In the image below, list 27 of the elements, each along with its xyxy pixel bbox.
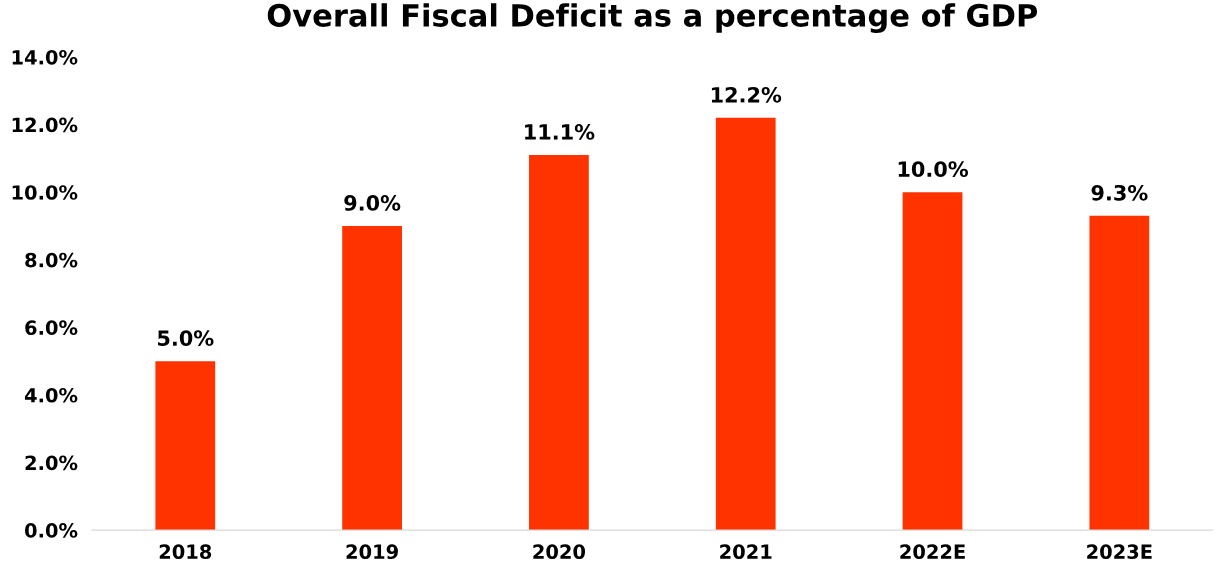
data-label: 9.0%	[344, 195, 401, 211]
y-tick-label: 8.0%	[25, 252, 78, 268]
bar	[902, 192, 963, 531]
bar	[529, 155, 589, 531]
x-tick-label: 2023E	[1087, 544, 1152, 560]
x-tick-label: 2021	[720, 544, 772, 560]
y-tick-label: 14.0%	[12, 49, 78, 65]
data-label: 12.2%	[711, 86, 782, 103]
x-tick-label: 2018	[159, 544, 212, 560]
data-label: 10.0%	[898, 161, 969, 178]
y-tick-label: 4.0%	[24, 387, 78, 403]
chart-title: Overall Fiscal Deficit as a percentage of GDP	[267, 3, 1038, 34]
x-tick-label: 2020	[533, 544, 586, 560]
x-tick-label: 2022E	[900, 544, 965, 560]
y-tick-label: 10.0%	[12, 185, 78, 200]
y-tick-label: 0.0%	[24, 523, 78, 538]
data-label: 9.3%	[1091, 184, 1148, 201]
bar	[155, 361, 216, 531]
bar	[715, 117, 776, 531]
y-tick-label: 2.0%	[25, 455, 78, 471]
y-tick-label: 12.0%	[12, 117, 78, 133]
y-tick-label: 6.0%	[25, 320, 78, 336]
bar	[1089, 215, 1150, 531]
data-label: 11.1%	[525, 124, 595, 140]
bar	[342, 225, 402, 531]
x-tick-label: 2019	[346, 544, 398, 560]
data-label: 5.0%	[158, 330, 214, 346]
